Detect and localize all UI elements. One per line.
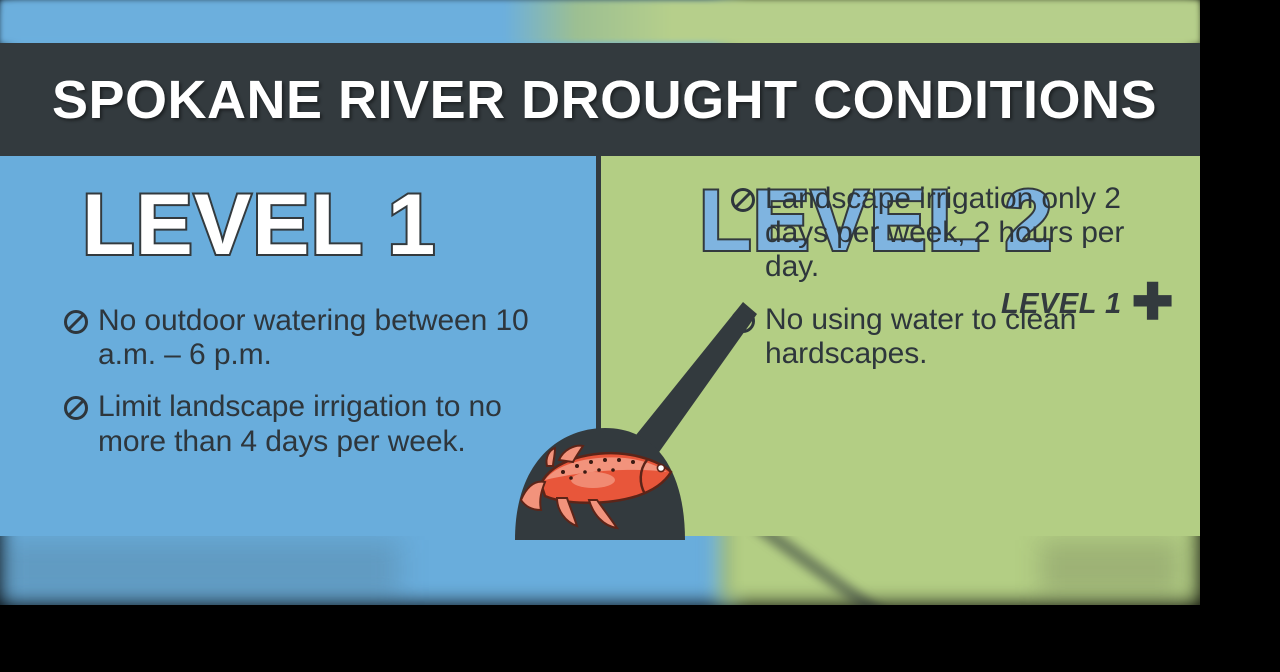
panels-container: LEVEL 1 No outdoor watering between 10 a…: [0, 156, 1200, 536]
level-1-heading: LEVEL 1: [80, 177, 437, 273]
panel-level-1: LEVEL 1 No outdoor watering between 10 a…: [0, 156, 596, 536]
prohibition-icon: [730, 308, 756, 334]
level-1-bullet-list: No outdoor watering between 10 a.m. – 6 …: [63, 304, 543, 477]
level-2-subheading: LEVEL 1 ✚: [1000, 274, 1174, 330]
plus-icon: ✚: [1131, 274, 1174, 330]
list-item: No using water to clean hardscapes.: [730, 303, 1175, 371]
prohibition-icon: [63, 395, 89, 421]
level-2-bullet-list: Landscape irrigation only 2 days per wee…: [730, 182, 1175, 389]
level-2-subheading-label: LEVEL 1: [1000, 287, 1122, 320]
panel-divider: [596, 156, 601, 536]
prohibition-icon: [730, 187, 756, 213]
list-item-label: No using water to clean hardscapes.: [765, 302, 1077, 370]
background-blur-blob: [1040, 540, 1180, 595]
title-bar: SPOKANE RIVER DROUGHT CONDITIONS: [0, 43, 1200, 156]
page-title: SPOKANE RIVER DROUGHT CONDITIONS: [52, 69, 1158, 130]
letterbox-right: [1200, 0, 1280, 672]
top-gradient-strip: [0, 0, 1200, 43]
level-2-heading: LEVEL 2: [697, 173, 1054, 269]
letterbox-bottom: [0, 605, 1280, 672]
list-item-label: Landscape irrigation only 2 days per wee…: [765, 182, 1125, 284]
list-item: Landscape irrigation only 2 days per wee…: [730, 182, 1175, 285]
prohibition-icon: [63, 309, 89, 335]
panel-level-2: LEVEL 2 LEVEL 1 ✚ Landscape irrigation o…: [601, 156, 1200, 536]
list-item-label: No outdoor watering between 10 a.m. – 6 …: [98, 304, 529, 372]
list-item-label: Limit landscape irrigation to no more th…: [98, 390, 502, 458]
list-item: Limit landscape irrigation to no more th…: [63, 390, 543, 458]
background-blur-band: [0, 540, 400, 600]
list-item: No outdoor watering between 10 a.m. – 6 …: [63, 304, 543, 372]
